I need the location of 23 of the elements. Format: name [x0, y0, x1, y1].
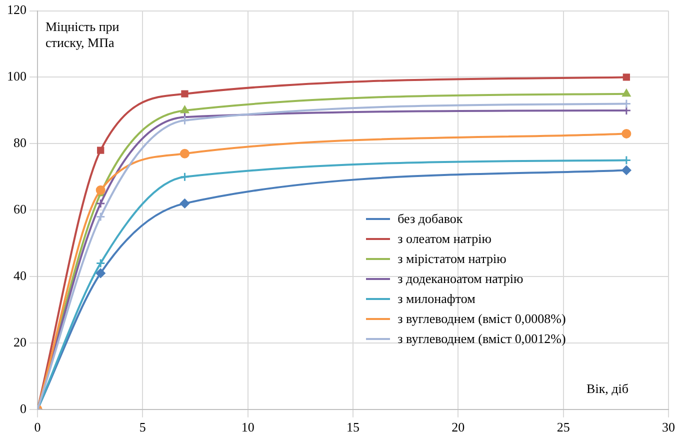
- legend-label: з мірістатом натрію: [398, 251, 506, 268]
- x-tick-label: 25: [556, 420, 570, 435]
- y-axis-title: Міцність при стиску, МПа: [46, 18, 120, 51]
- x-tick-label: 5: [139, 420, 146, 435]
- y-tick-label: 120: [7, 2, 26, 18]
- legend-label: з вуглеводнем (вміст 0,0008%): [398, 311, 566, 328]
- legend-label: з вуглеводнем (вміст 0,0012%): [398, 331, 566, 348]
- x-tick-label: 20: [452, 420, 465, 435]
- y-tick-label: 0: [20, 400, 26, 416]
- x-tick-label: 15: [346, 420, 360, 435]
- y-tick-label: 80: [14, 135, 26, 150]
- y-tick-label: 60: [14, 202, 26, 217]
- y-tick-label: 20: [14, 334, 26, 350]
- y-tick-label: 40: [14, 268, 26, 283]
- y-tick-label: 100: [7, 68, 26, 84]
- legend-label: з додеканоатом натрію: [398, 271, 524, 288]
- legend-label: з милонафтом: [398, 291, 476, 308]
- x-tick-label: 10: [241, 420, 254, 435]
- legend-label: з олеатом натрію: [398, 231, 492, 248]
- x-tick-label: 30: [662, 420, 675, 435]
- x-tick-label: 0: [34, 420, 41, 435]
- x-axis-title: Вік, діб: [586, 381, 628, 398]
- legend-label: без добавок: [398, 211, 463, 228]
